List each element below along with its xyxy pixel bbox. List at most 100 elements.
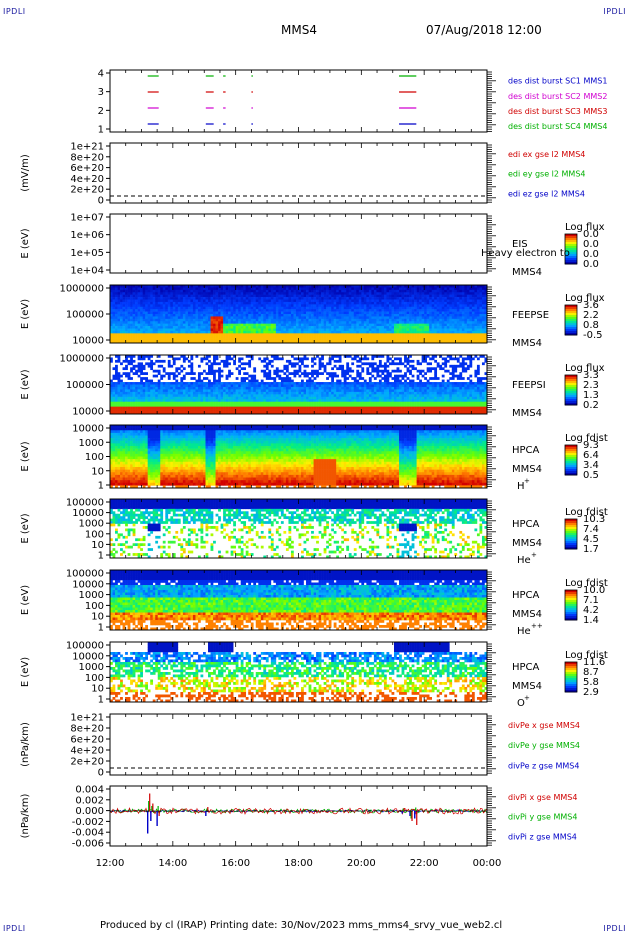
spectrogram-cell bbox=[238, 294, 241, 298]
spectrogram-cell bbox=[130, 340, 133, 344]
spectrogram-cell bbox=[130, 377, 133, 380]
spectrogram-cell bbox=[316, 316, 319, 320]
corner-label-bottom-left: IPDLI bbox=[3, 924, 26, 933]
spectrogram-cell bbox=[461, 333, 465, 337]
spectrogram-cell bbox=[263, 304, 267, 308]
spectrogram-cell bbox=[243, 311, 247, 315]
spectrogram-cell bbox=[461, 326, 465, 329]
spectrogram-cell bbox=[167, 396, 171, 400]
spectrogram-cell bbox=[381, 330, 385, 334]
spectrogram-cell bbox=[283, 301, 287, 305]
spectrogram-cell bbox=[371, 292, 375, 295]
spectrogram-cell bbox=[331, 318, 334, 322]
spectrogram-cell bbox=[278, 328, 282, 332]
spectrogram-cell bbox=[210, 399, 214, 403]
spectrogram-cell bbox=[225, 384, 229, 388]
spectrogram-cell bbox=[132, 316, 136, 320]
spectrogram-cell bbox=[195, 386, 199, 390]
spectrogram-cell bbox=[228, 404, 231, 407]
spectrogram-cell bbox=[376, 335, 380, 339]
spectrogram-cell bbox=[270, 297, 274, 300]
spectrogram-cell bbox=[401, 340, 405, 344]
spectrogram-cell bbox=[411, 294, 415, 298]
spectrogram-cell bbox=[238, 382, 241, 385]
spectrogram-cell bbox=[235, 287, 239, 291]
spectrogram-cell bbox=[162, 304, 166, 308]
spectrogram-cell bbox=[177, 311, 181, 315]
spectrogram-cell bbox=[230, 314, 234, 317]
spectrogram-cell bbox=[353, 287, 357, 291]
spectrogram-cell bbox=[172, 326, 176, 329]
instrument-label: EIS bbox=[512, 239, 528, 250]
spectrogram-cell bbox=[175, 382, 179, 385]
spectrogram-cell bbox=[366, 340, 370, 344]
spectrogram-cell bbox=[120, 294, 123, 298]
spectrogram-cell bbox=[125, 299, 128, 303]
spectrogram-cell bbox=[255, 289, 259, 293]
spectrogram-cell bbox=[456, 309, 460, 312]
spectrogram-cell bbox=[406, 306, 410, 310]
spectrogram-cell bbox=[150, 285, 154, 288]
spectrogram-cell bbox=[336, 318, 340, 322]
spectrogram-cell bbox=[471, 316, 475, 320]
spectrogram-cell bbox=[469, 323, 473, 327]
spectrogram-cell bbox=[321, 314, 324, 317]
spectrogram-cell bbox=[406, 335, 410, 339]
spectrogram-cell bbox=[208, 306, 211, 310]
spectrogram-cell bbox=[233, 285, 236, 288]
spectrogram-cell bbox=[459, 333, 463, 337]
spectrogram-cell bbox=[373, 297, 377, 300]
spectrogram-cell bbox=[160, 292, 164, 295]
spectrogram-cell bbox=[170, 335, 174, 339]
spectrogram-cell bbox=[150, 304, 154, 308]
spectrogram-cell bbox=[326, 306, 329, 310]
spectrogram-cell bbox=[316, 294, 319, 298]
spectrogram-cell bbox=[476, 285, 480, 288]
spectrogram-cell bbox=[416, 299, 420, 303]
spectrogram-cell bbox=[145, 321, 148, 324]
spectrogram-cell bbox=[218, 335, 221, 339]
spectrogram-cell bbox=[326, 333, 329, 337]
spectrogram-cell bbox=[218, 382, 221, 385]
spectrogram-cell bbox=[373, 328, 377, 332]
spectrogram-cell bbox=[273, 304, 277, 308]
spectrogram-cell bbox=[464, 309, 468, 312]
spectrogram-cell bbox=[404, 294, 407, 298]
spectrogram-cell bbox=[225, 359, 229, 363]
spectrogram-cell bbox=[263, 306, 267, 310]
spectrogram-cell bbox=[326, 321, 329, 324]
spectrogram-cell bbox=[396, 292, 400, 295]
spectrogram-cell bbox=[401, 318, 405, 322]
spectrogram-cell bbox=[333, 309, 337, 312]
spectrogram-cell bbox=[225, 338, 229, 341]
spectrogram-cell bbox=[265, 294, 269, 298]
spectrogram-cell bbox=[192, 289, 196, 293]
spectrogram-cell bbox=[167, 335, 171, 339]
spectrogram-cell bbox=[368, 306, 372, 310]
spectrogram-cell bbox=[155, 340, 159, 344]
spectrogram-cell bbox=[177, 330, 181, 334]
spectrogram-cell bbox=[383, 318, 387, 322]
spectrogram-cell bbox=[180, 406, 184, 410]
spectrogram-cell bbox=[476, 316, 480, 320]
spectrogram-cell bbox=[444, 326, 448, 329]
spectrogram-cell bbox=[142, 297, 146, 300]
spectrogram-cell bbox=[268, 292, 272, 295]
spectrogram-cell bbox=[321, 297, 324, 300]
spectrogram-cell bbox=[233, 304, 236, 308]
spectrogram-cell bbox=[137, 321, 141, 324]
spectrogram-cell bbox=[145, 292, 148, 295]
spectrogram-cell bbox=[125, 330, 128, 334]
spectrogram-cell bbox=[230, 406, 234, 410]
spectrogram-cell bbox=[245, 318, 249, 322]
spectrogram-cell bbox=[338, 301, 342, 305]
spectrogram-cell bbox=[399, 304, 402, 308]
spectrogram-cell bbox=[396, 306, 400, 310]
spectrogram-cell bbox=[358, 323, 362, 327]
spectrogram-cell bbox=[172, 338, 176, 341]
y-tick-label: 1e+05 bbox=[70, 248, 104, 259]
spectrogram-cell bbox=[190, 323, 194, 327]
spectrogram-cell bbox=[358, 289, 362, 293]
spectrogram-cell bbox=[466, 309, 470, 312]
spectrogram-cell bbox=[378, 326, 382, 329]
